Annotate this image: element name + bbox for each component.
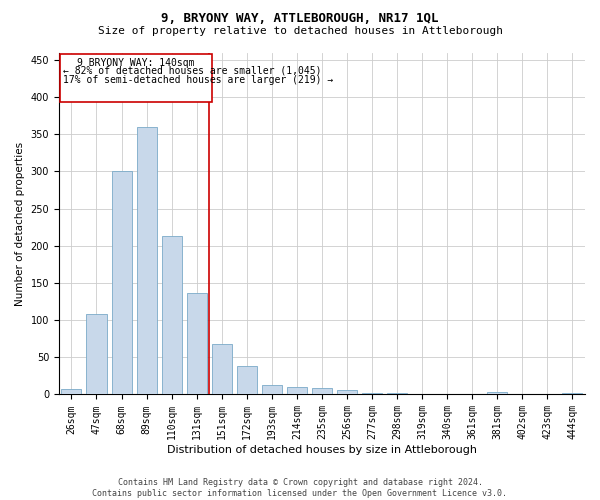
Text: 9, BRYONY WAY, ATTLEBOROUGH, NR17 1QL: 9, BRYONY WAY, ATTLEBOROUGH, NR17 1QL [161,12,439,24]
Bar [262,385,282,394]
Text: 17% of semi-detached houses are larger (219) →: 17% of semi-detached houses are larger (… [62,75,333,85]
Bar [562,393,583,394]
Bar [187,292,207,394]
Text: 9 BRYONY WAY: 140sqm: 9 BRYONY WAY: 140sqm [77,58,194,68]
X-axis label: Distribution of detached houses by size in Attleborough: Distribution of detached houses by size … [167,445,477,455]
Bar [161,236,182,394]
Text: ← 82% of detached houses are smaller (1,045): ← 82% of detached houses are smaller (1,… [62,66,321,76]
Bar [287,387,307,394]
Bar [237,366,257,394]
Bar [137,127,157,394]
Bar [112,172,131,394]
Bar [212,344,232,395]
Y-axis label: Number of detached properties: Number of detached properties [15,142,25,306]
Bar [387,393,407,394]
Bar [337,390,357,394]
Bar [487,392,508,394]
FancyBboxPatch shape [60,54,212,102]
Text: Size of property relative to detached houses in Attleborough: Size of property relative to detached ho… [97,26,503,36]
Bar [61,388,82,394]
Bar [362,393,382,394]
Bar [86,314,107,394]
Text: Contains HM Land Registry data © Crown copyright and database right 2024.
Contai: Contains HM Land Registry data © Crown c… [92,478,508,498]
Bar [312,388,332,394]
